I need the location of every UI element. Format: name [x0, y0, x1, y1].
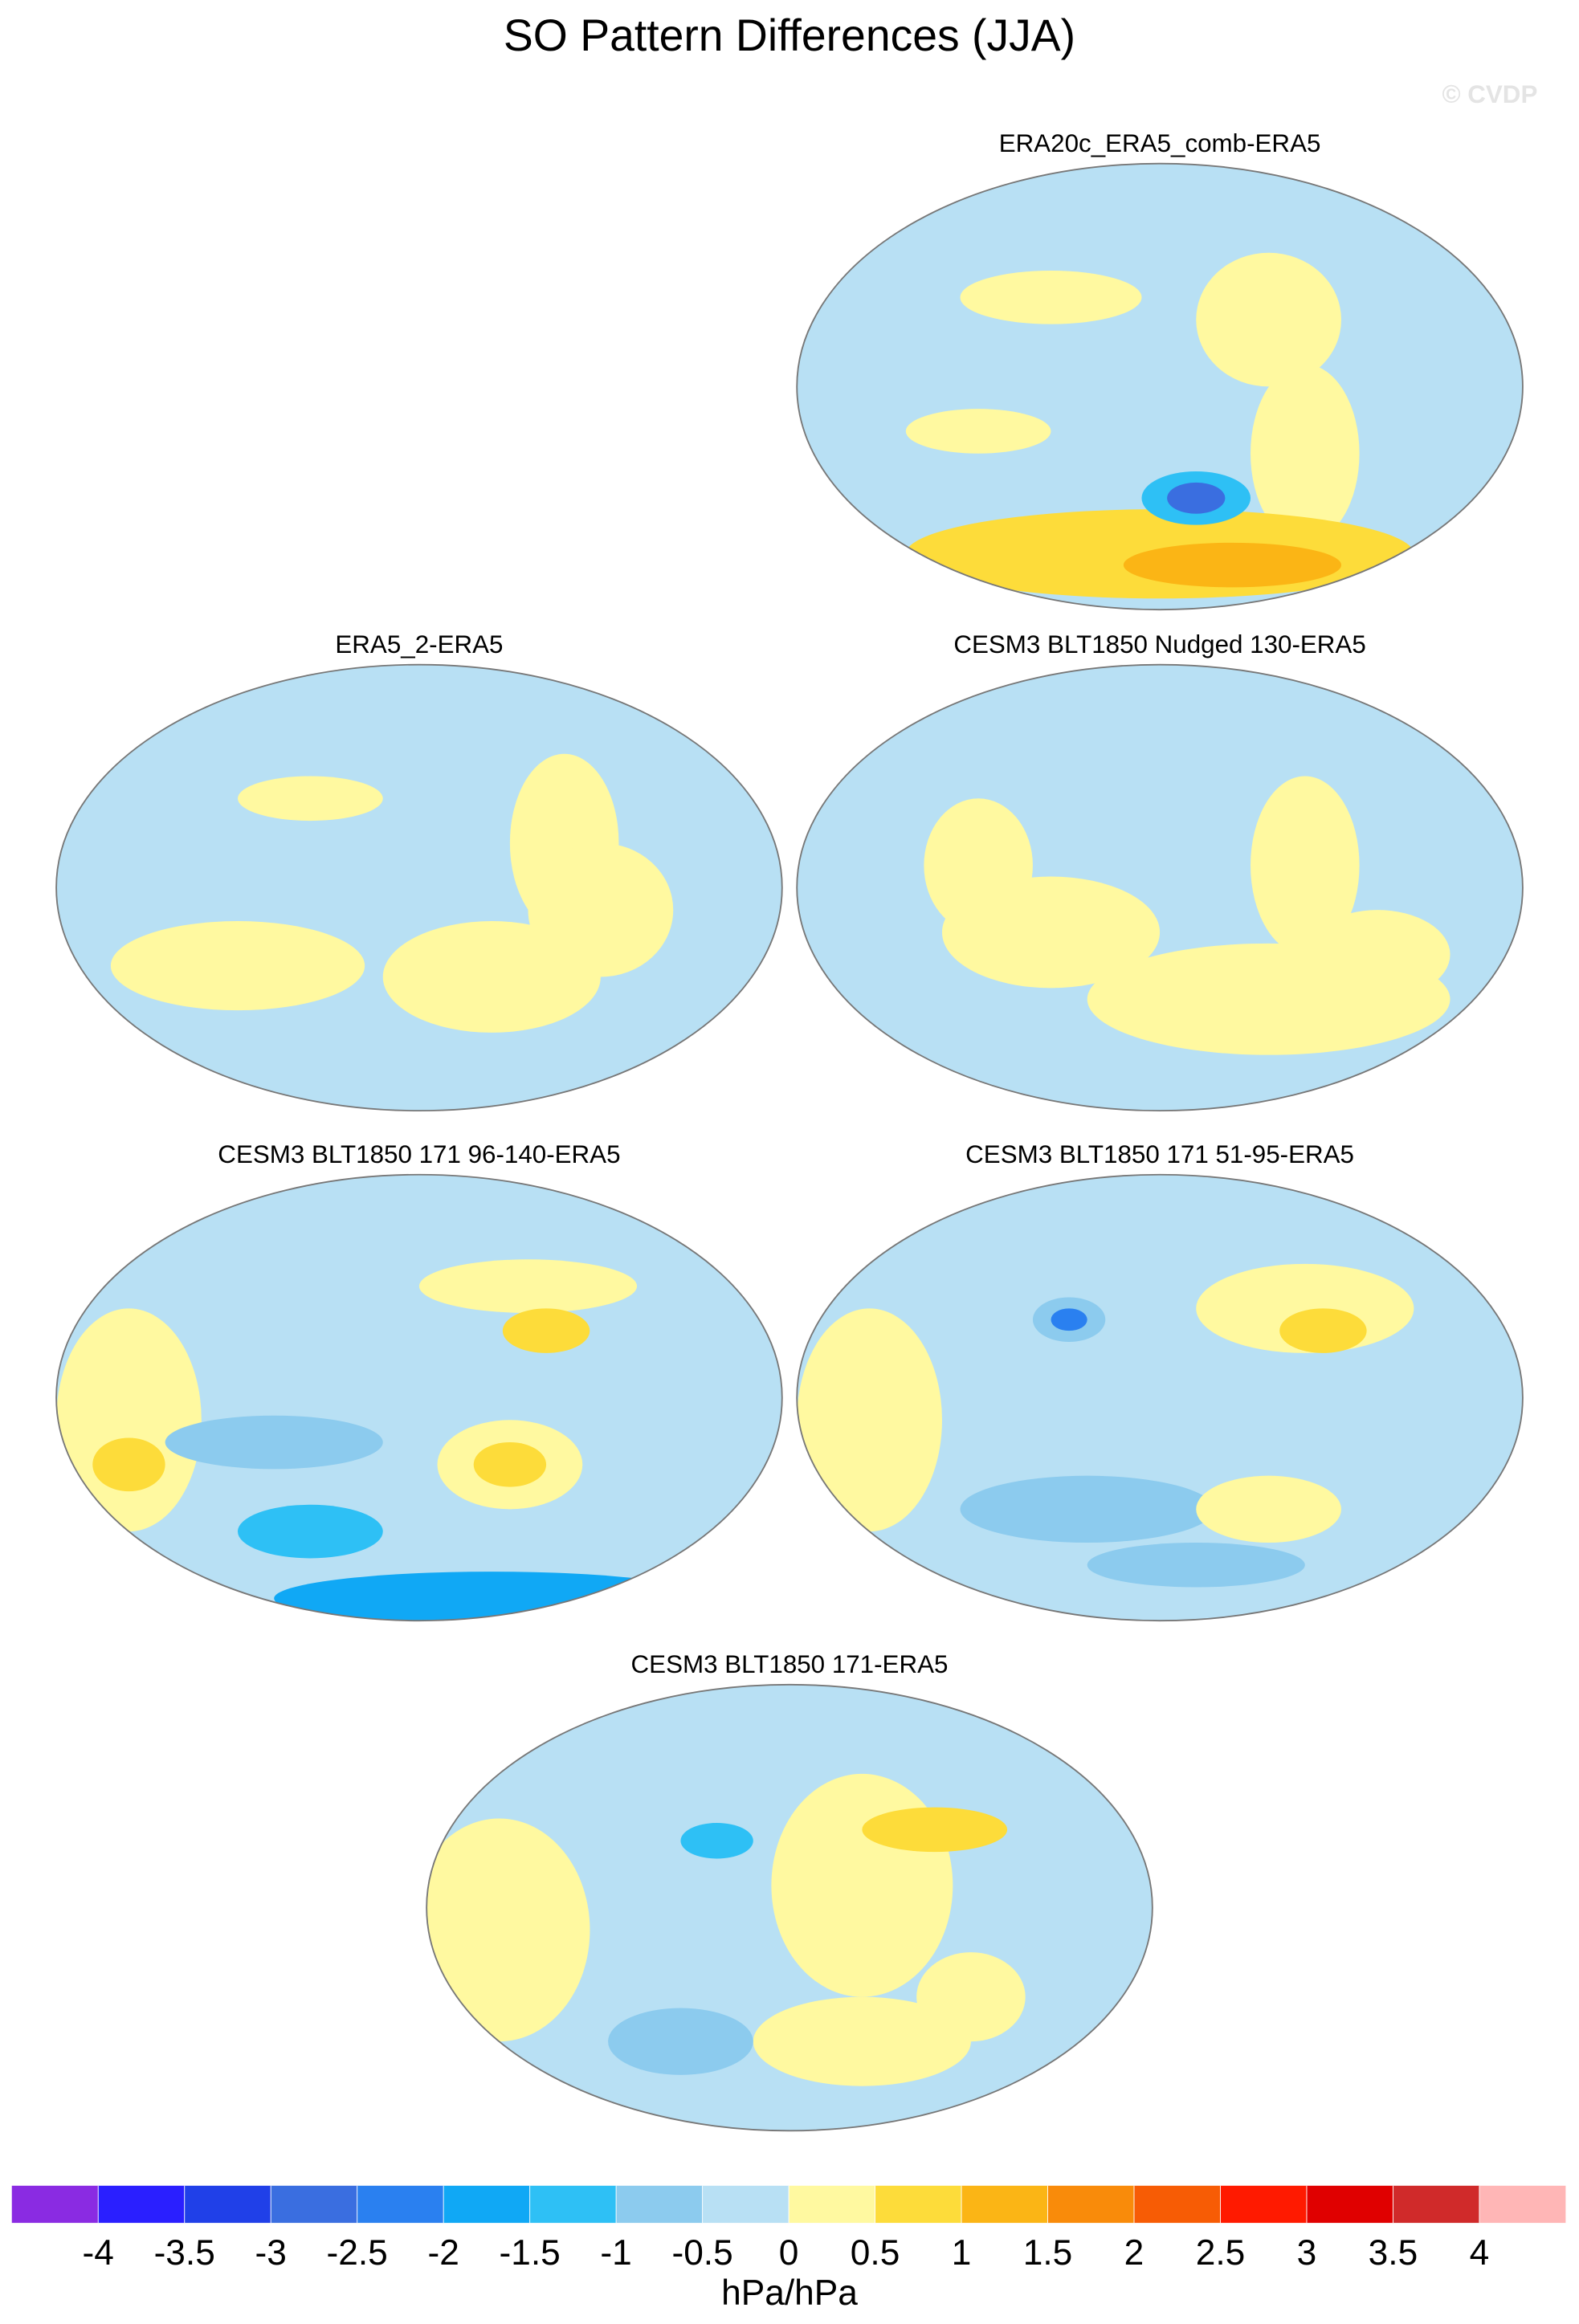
- map-field: [56, 1308, 202, 1532]
- map-field: [502, 1308, 590, 1353]
- map-field: [426, 1818, 590, 2042]
- colorbar-box: [1393, 2185, 1479, 2224]
- panel-title: ERA5_2-ERA5: [335, 630, 503, 658]
- colorbar-tick-label: 4: [1470, 2233, 1490, 2273]
- map-background: [56, 664, 782, 1111]
- map-field: [608, 2008, 753, 2075]
- colorbar-box: [11, 2185, 99, 2224]
- map-field: [1196, 1475, 1341, 1543]
- map: [797, 664, 1523, 1111]
- panel-title: CESM3 BLT1850 171 51-95-ERA5: [965, 1140, 1354, 1168]
- map-field: [1087, 1543, 1305, 1588]
- map-field: [1051, 1308, 1087, 1331]
- figure-title: SO Pattern Differences (JJA): [504, 10, 1075, 60]
- map-field: [165, 1415, 383, 1470]
- colorbar-tick-label: -2: [427, 2233, 459, 2273]
- colorbar-box: [529, 2185, 617, 2224]
- map-field: [960, 1475, 1214, 1543]
- colorbar-box: [443, 2185, 530, 2224]
- colorbar-tick-label: -4: [83, 2233, 114, 2273]
- map: [797, 163, 1523, 610]
- colorbar-tick-label: 3: [1297, 2233, 1317, 2273]
- map-field: [1279, 1308, 1367, 1353]
- colorbar-tick-label: 1: [952, 2233, 972, 2273]
- colorbar-box: [357, 2185, 444, 2224]
- map: [426, 1684, 1153, 2131]
- map-field: [797, 1308, 942, 1532]
- map-field: [418, 1259, 638, 1313]
- colorbar-tick-label: 3.5: [1369, 2233, 1418, 2273]
- colorbar-box: [271, 2185, 357, 2224]
- panel-title: CESM3 BLT1850 171 96-140-ERA5: [218, 1140, 620, 1168]
- colorbar-tick-label: 1.5: [1023, 2233, 1073, 2273]
- colorbar-tick-label: -0.5: [671, 2233, 732, 2273]
- map-outline: [796, 1173, 1524, 1622]
- map-field: [1304, 910, 1450, 1000]
- colorbar-label: hPa/hPa: [721, 2273, 858, 2313]
- colorbar-box: [184, 2185, 271, 2224]
- colorbar-tick-label: 2.5: [1196, 2233, 1246, 2273]
- map-field: [680, 1823, 753, 1859]
- map-field: [924, 798, 1033, 932]
- colorbar-tick-label: 0: [779, 2233, 799, 2273]
- panel-title: ERA20c_ERA5_comb-ERA5: [999, 129, 1321, 157]
- colorbar-box: [1479, 2185, 1566, 2224]
- colorbar-box: [961, 2185, 1048, 2224]
- colorbar-box: [1133, 2185, 1221, 2224]
- colorbar-tick-label: 2: [1124, 2233, 1144, 2273]
- map-field: [528, 842, 674, 977]
- map-field: [960, 270, 1142, 324]
- colorbar-tick-label: -1: [600, 2233, 631, 2273]
- map-field: [1167, 482, 1226, 514]
- map: [56, 664, 782, 1111]
- colorbar-tick-label: -3.5: [154, 2233, 215, 2273]
- map-outline: [796, 162, 1524, 611]
- colorbar-tick-label: -3: [255, 2233, 287, 2273]
- colorbar-tick-label: 0.5: [851, 2233, 900, 2273]
- map-field: [1196, 252, 1341, 387]
- colorbar-box: [702, 2185, 790, 2224]
- map-field: [473, 1442, 547, 1487]
- map-field: [905, 409, 1051, 454]
- map-outline: [55, 663, 783, 1112]
- map-field: [1251, 364, 1360, 543]
- map: [56, 1174, 782, 1621]
- map: [797, 1174, 1523, 1621]
- colorbar-box: [875, 2185, 962, 2224]
- colorbar-tick-label: -2.5: [327, 2233, 388, 2273]
- panel-title: CESM3 BLT1850 171-ERA5: [631, 1650, 949, 1678]
- map-field: [92, 1437, 165, 1492]
- map-field: [274, 1572, 710, 1621]
- map-field: [1251, 776, 1360, 955]
- map-outline: [426, 1683, 1153, 2132]
- colorbar-box: [1047, 2185, 1134, 2224]
- colorbar-box: [1220, 2185, 1307, 2224]
- colorbar-box: [98, 2185, 185, 2224]
- map-field: [862, 1807, 1008, 1853]
- colorbar-tick-label: -1.5: [500, 2233, 561, 2273]
- watermark: © CVDP: [1442, 80, 1537, 108]
- colorbar-box: [789, 2185, 875, 2224]
- map-outline: [796, 663, 1524, 1112]
- map-field: [110, 921, 365, 1011]
- map-outline: [55, 1173, 783, 1622]
- colorbar-box: [1306, 2185, 1393, 2224]
- map-field: [238, 1504, 383, 1559]
- panel-title: CESM3 BLT1850 Nudged 130-ERA5: [953, 630, 1365, 658]
- map-field: [771, 1773, 953, 1997]
- map-field: [1123, 542, 1341, 588]
- colorbar-box: [616, 2185, 703, 2224]
- map-field: [753, 1996, 971, 2086]
- map-field: [916, 1952, 1026, 2042]
- map-field: [238, 776, 383, 822]
